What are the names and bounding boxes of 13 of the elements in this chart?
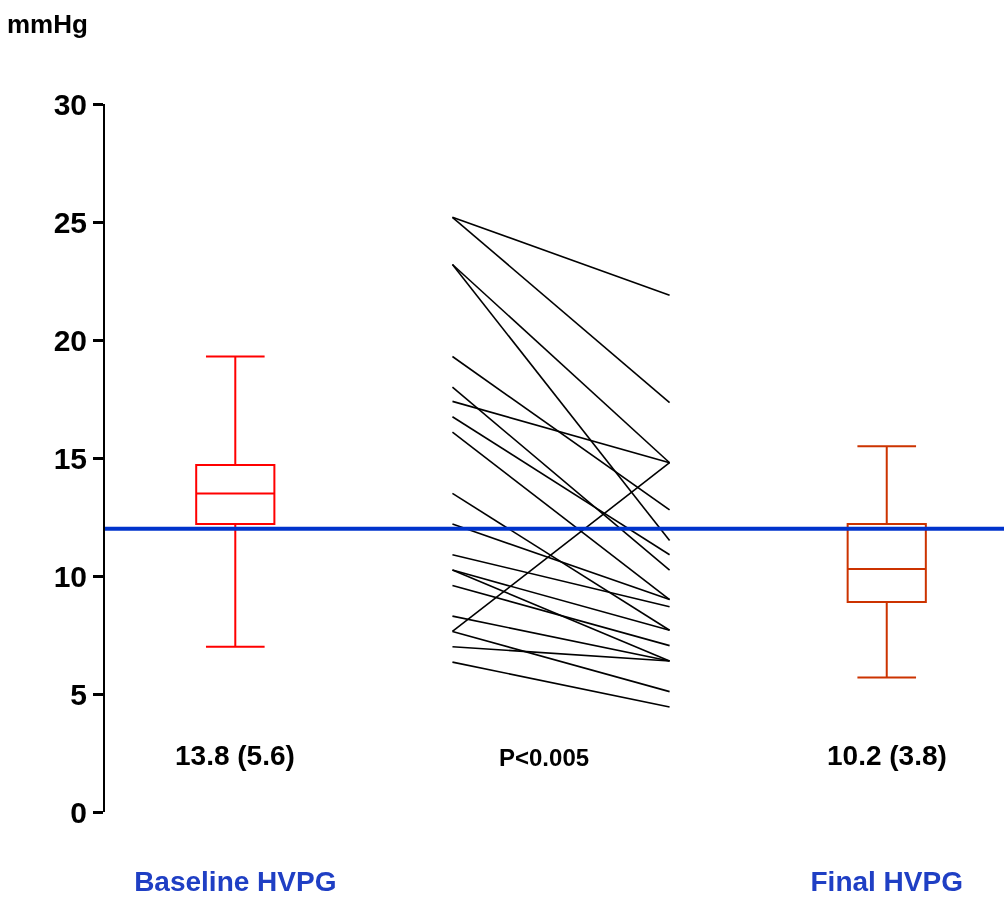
y-axis-title: mmHg bbox=[7, 9, 88, 39]
y-tick-label: 20 bbox=[53, 323, 87, 357]
y-tick-label: 5 bbox=[70, 677, 87, 711]
y-tick-label: 25 bbox=[53, 205, 87, 239]
x-tick-label: Final HVPG bbox=[810, 866, 963, 897]
x-tick-label: Baseline HVPG bbox=[134, 866, 337, 897]
y-tick-label: 15 bbox=[53, 441, 87, 475]
annotation: P<0.005 bbox=[499, 744, 590, 771]
y-tick-label: 30 bbox=[53, 87, 87, 121]
annotation: 10.2 (3.8) bbox=[827, 740, 947, 771]
y-tick-label: 0 bbox=[70, 795, 87, 829]
annotation: 13.8 (5.6) bbox=[175, 740, 295, 771]
y-tick-label: 10 bbox=[53, 559, 87, 593]
